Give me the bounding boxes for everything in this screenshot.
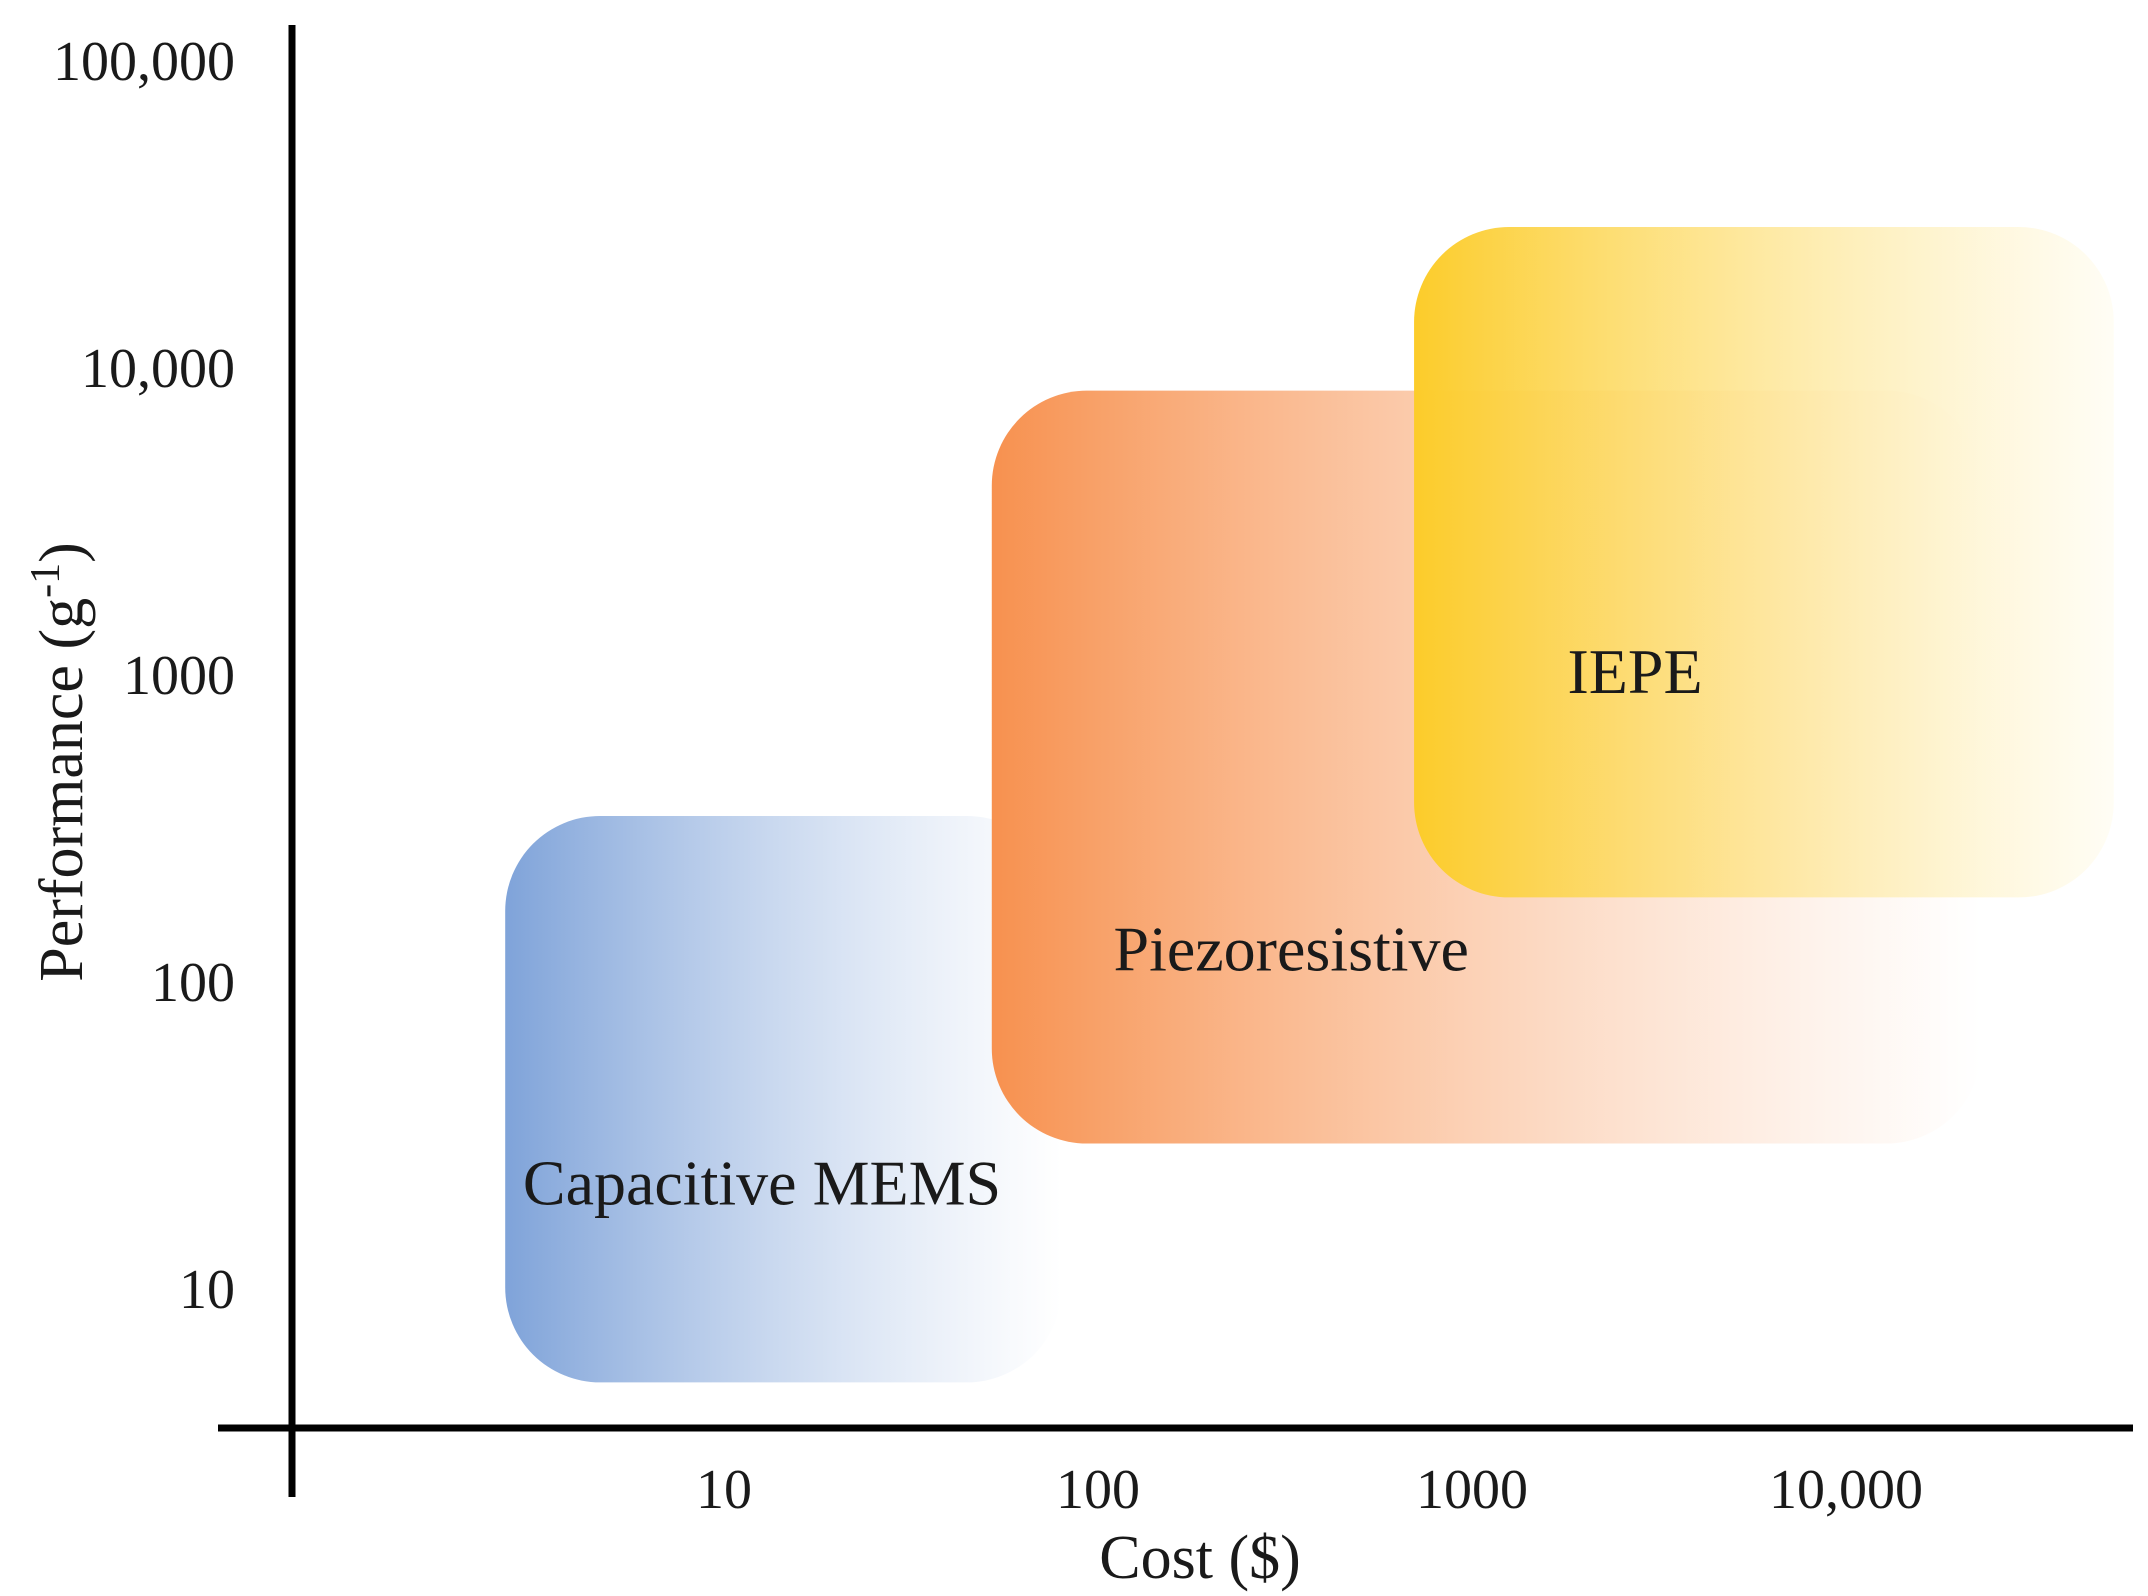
region-labels: Capacitive MEMS Piezoresistive IEPE <box>523 636 1703 1218</box>
regions-layer <box>505 227 2114 1383</box>
x-tick-label: 100 <box>1056 1459 1140 1521</box>
x-tick-label: 10 <box>696 1459 752 1521</box>
y-axis-title-base: Performance (g <box>28 598 96 982</box>
region-iepe <box>1414 227 2114 898</box>
region-label-iepe: IEPE <box>1567 636 1702 707</box>
x-axis-title: Cost ($) <box>1099 1524 1301 1592</box>
axes-layer <box>218 25 2133 1497</box>
y-tick-label: 100 <box>151 952 235 1014</box>
x-tick-label: 10,000 <box>1769 1459 1923 1521</box>
y-tick-label: 1000 <box>123 645 235 707</box>
y-tick-label: 100,000 <box>53 31 235 93</box>
y-tick-label: 10 <box>179 1259 235 1321</box>
y-axis-title-suffix: ) <box>28 542 96 563</box>
region-label-capacitive-mems: Capacitive MEMS <box>523 1147 1001 1218</box>
tick-labels: 10 100 1000 10,000 10 100 1000 10,000 100,000 <box>53 31 1923 1521</box>
x-tick-label: 1000 <box>1416 1459 1528 1521</box>
y-axis-title: Performance (g-1) <box>23 542 96 982</box>
region-label-piezoresistive: Piezoresistive <box>1113 913 1468 984</box>
region-capacitive-mems <box>505 815 1062 1383</box>
y-tick-label: 10,000 <box>81 338 235 400</box>
y-axis-title-superscript: -1 <box>23 563 69 598</box>
